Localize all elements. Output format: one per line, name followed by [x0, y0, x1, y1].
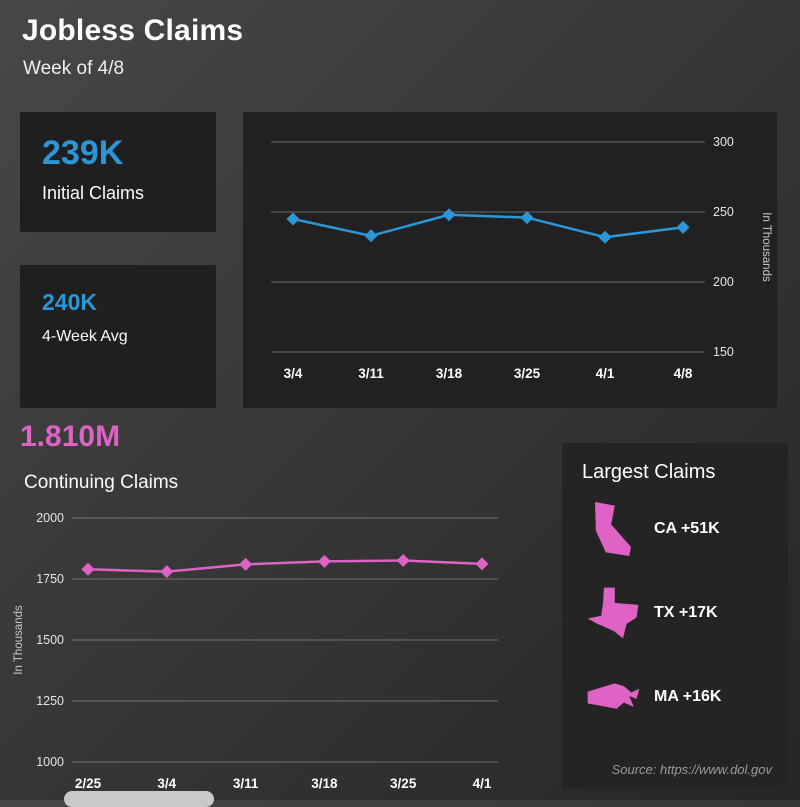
data-point-marker — [396, 553, 410, 567]
y-tick-label: 200 — [713, 275, 734, 289]
four-week-avg-value: 240K — [42, 289, 97, 315]
x-tick-label: 4/1 — [473, 776, 492, 791]
stat-card-four-week-avg: 240K 4-Week Avg — [20, 265, 216, 408]
x-tick-label: 3/18 — [436, 366, 463, 381]
x-tick-label: 4/8 — [674, 366, 693, 381]
y-tick-label: 1500 — [36, 633, 64, 647]
texas-state-icon — [582, 582, 644, 644]
largest-claims-label-tx: TX +17K — [654, 604, 718, 621]
data-point-marker — [520, 211, 534, 225]
initial-claims-value: 239K — [42, 134, 124, 172]
largest-claims-title: Largest Claims — [582, 461, 716, 483]
series-line — [87, 559, 483, 573]
initial-claims-chart-panel: 300 250 200 150 3/4 3/11 3/18 3/25 4/1 4/8 In Thou… — [243, 112, 777, 408]
largest-claims-row-ma: MA +16K — [582, 666, 772, 728]
largest-claims-row-ca: CA +51K — [582, 498, 772, 560]
data-point-marker — [317, 554, 331, 568]
source-attribution: Source: https://www.dol.gov — [611, 762, 772, 777]
series-line — [292, 213, 684, 239]
largest-claims-label-ca: CA +51K — [654, 520, 720, 537]
continuing-claims-label: Continuing Claims — [24, 472, 179, 493]
massachusetts-state-icon — [582, 666, 644, 728]
x-tick-label: 3/11 — [233, 776, 259, 791]
largest-claims-label-ma: MA +16K — [654, 688, 722, 705]
continuing-claims-value: 1.810M — [20, 420, 121, 453]
data-point-marker — [81, 562, 95, 576]
x-tick-label: 3/18 — [311, 776, 338, 791]
continuing-claims-chart-area: 2000 1750 1500 1250 1000 2/25 3/4 3/11 3/18 3/25 4… — [8, 500, 542, 800]
data-point-marker — [160, 565, 174, 579]
y-tick-label: 1750 — [36, 572, 64, 586]
data-point-marker — [239, 557, 253, 571]
continuing-claims-line-chart: 2000 1750 1500 1250 1000 2/25 3/4 3/11 3/18 3/25 4… — [13, 511, 498, 791]
y-tick-label: 1000 — [36, 755, 64, 769]
page-title: Jobless Claims — [22, 14, 244, 47]
page-subtitle: Week of 4/8 — [23, 58, 125, 79]
x-tick-label: 3/25 — [514, 366, 541, 381]
y-axis-label: In Thousands — [760, 212, 772, 282]
y-tick-label: 150 — [713, 345, 734, 359]
y-tick-label: 250 — [713, 205, 734, 219]
x-tick-label: 3/25 — [390, 776, 417, 791]
data-point-marker — [475, 557, 489, 571]
data-point-marker — [364, 229, 378, 243]
x-tick-label: 3/4 — [284, 366, 303, 381]
largest-claims-row-tx: TX +17K — [582, 582, 772, 644]
data-point-marker — [676, 220, 690, 234]
y-axis-label: In Thousands — [13, 605, 25, 675]
data-point-marker — [598, 230, 612, 244]
x-tick-label: 3/4 — [157, 776, 176, 791]
y-tick-label: 300 — [713, 135, 734, 149]
data-point-marker — [286, 212, 300, 226]
california-state-icon — [582, 498, 644, 560]
four-week-avg-label: 4-Week Avg — [42, 328, 128, 345]
x-tick-label: 3/11 — [358, 366, 384, 381]
initial-claims-label: Initial Claims — [42, 183, 145, 203]
x-tick-label: 2/25 — [75, 776, 102, 791]
stat-card-initial-claims: 239K Initial Claims — [20, 112, 216, 232]
x-tick-label: 4/1 — [596, 366, 615, 381]
scrollbar-thumb[interactable] — [64, 791, 214, 807]
y-tick-label: 2000 — [36, 511, 64, 525]
y-tick-label: 1250 — [36, 694, 64, 708]
data-point-marker — [442, 208, 456, 222]
largest-claims-panel: Largest Claims CA +51K TX +17K — [562, 443, 788, 789]
initial-claims-line-chart: 300 250 200 150 3/4 3/11 3/18 3/25 4/1 4/8 In Thou… — [271, 135, 772, 381]
